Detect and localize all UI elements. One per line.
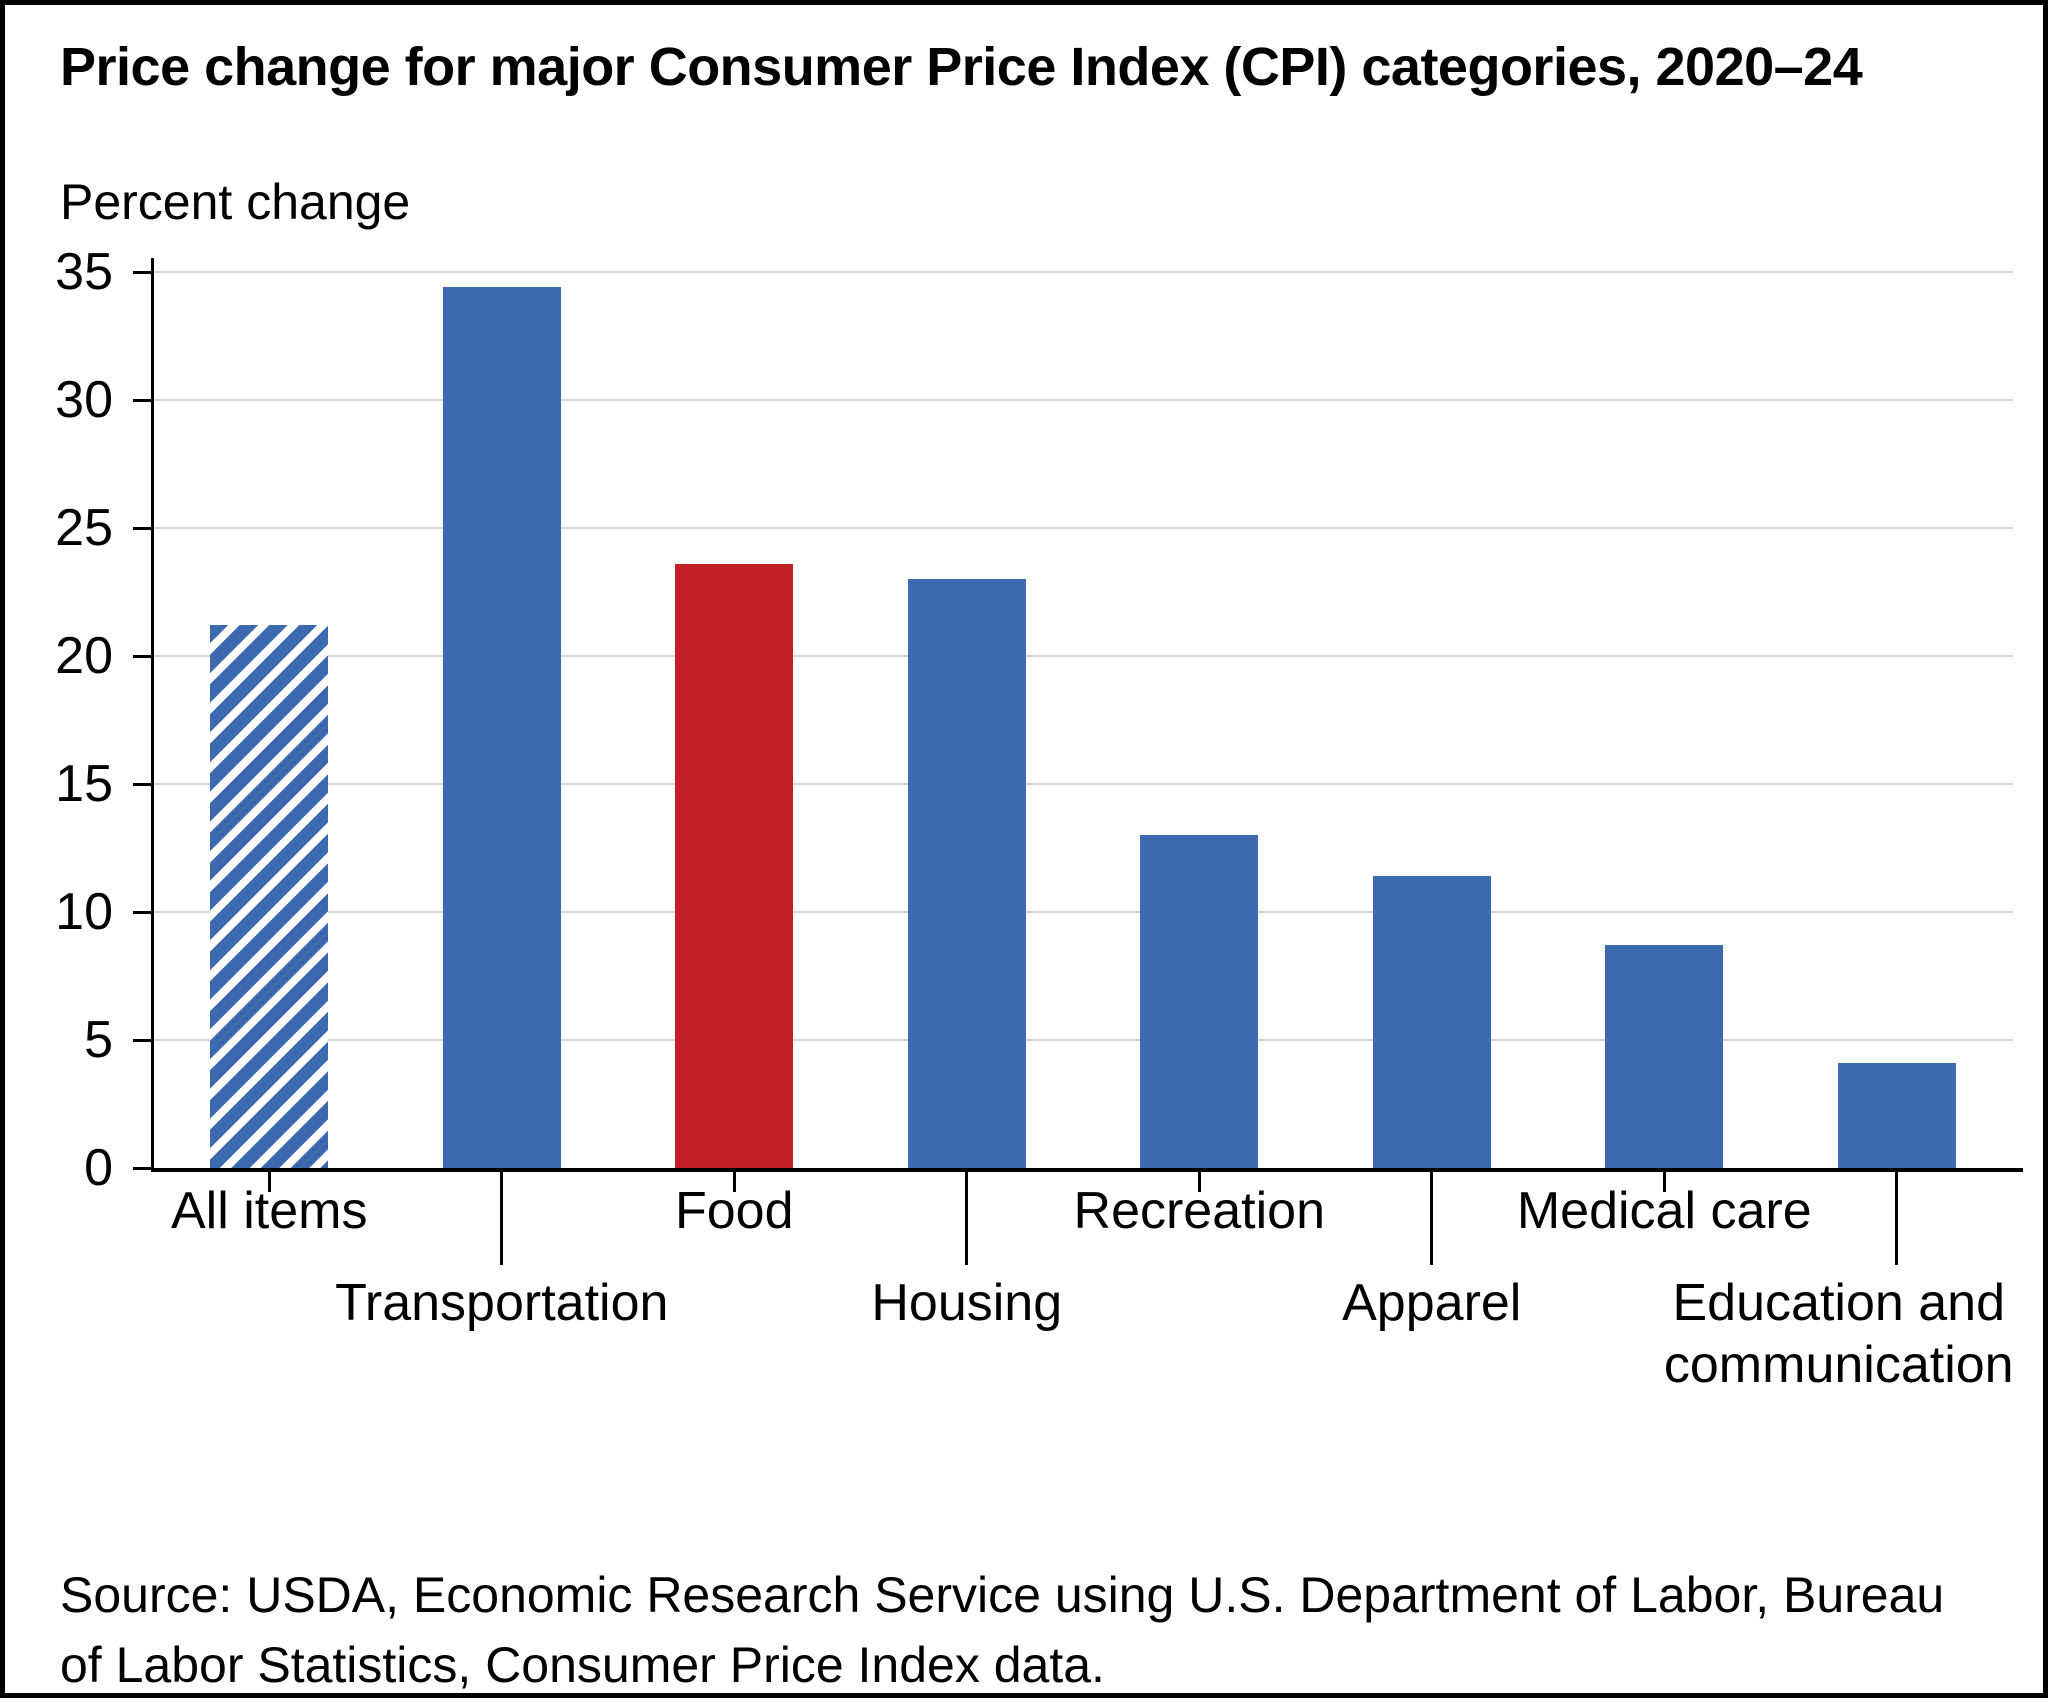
y-tick-20: [133, 655, 153, 658]
plot-area: 35 30 25 20 15 10 5 0 All items Transportation Foo…: [5, 5, 2048, 1703]
gridline-5: [153, 1039, 2013, 1041]
x-category-label: Apparel: [1342, 1274, 1522, 1332]
y-tick-10: [133, 911, 153, 914]
source-line: Source: USDA, Economic Research Service …: [60, 1567, 1945, 1623]
y-tick-label: 30: [55, 371, 113, 429]
bar-transportation: [442, 287, 561, 1168]
gridline-15: [153, 783, 2013, 785]
y-tick-30: [133, 399, 153, 402]
x-category-label: Education and communication: [1663, 1274, 2014, 1394]
bar-medical-care: [1605, 945, 1724, 1168]
gridline-20: [153, 655, 2013, 657]
chart-title: Price change for major Consumer Price In…: [60, 37, 1863, 97]
bar-all-items: [210, 625, 329, 1168]
y-tick-label: 5: [84, 1011, 113, 1069]
y-tick-label: 25: [55, 499, 113, 557]
source-note: Source: USDA, Economic Research Service …: [60, 1560, 1944, 1700]
y-tick-label: 20: [55, 627, 113, 685]
y-tick-35: [133, 271, 153, 274]
x-tick: [1197, 1172, 1201, 1192]
y-tick-label: 10: [55, 883, 113, 941]
x-category-label: Housing: [871, 1274, 1063, 1332]
y-tick-label: 0: [84, 1139, 113, 1197]
x-leader-line: [500, 1172, 504, 1265]
bar-housing: [907, 579, 1026, 1168]
x-leader-line: [1430, 1172, 1434, 1265]
x-leader-line: [1895, 1172, 1899, 1265]
y-tick-25: [133, 527, 153, 530]
y-tick-0: [133, 1167, 153, 1170]
source-line: of Labor Statistics, Consumer Price Inde…: [60, 1637, 1105, 1693]
bar-food: [675, 563, 794, 1168]
x-leader-line: [965, 1172, 969, 1265]
x-category-label: Medical care: [1516, 1182, 1812, 1240]
x-tick: [267, 1172, 271, 1192]
bar-education-and-communication: [1837, 1063, 1956, 1168]
gridline-10: [153, 911, 2013, 913]
y-tick-label: 15: [55, 755, 113, 813]
x-category-label: All items: [171, 1182, 368, 1240]
x-tick: [732, 1172, 736, 1192]
gridline-35: [153, 271, 2013, 273]
x-category-label: Food: [674, 1182, 794, 1240]
x-tick: [1662, 1172, 1666, 1192]
x-axis-line: [151, 1168, 2023, 1172]
gridline-30: [153, 399, 2013, 401]
x-category-label: Transportation: [335, 1274, 669, 1332]
y-tick-5: [133, 1039, 153, 1042]
bar-recreation: [1140, 835, 1259, 1168]
y-axis-title: Percent change: [60, 174, 411, 230]
bar-apparel: [1372, 876, 1491, 1168]
x-category-label: Recreation: [1073, 1182, 1325, 1240]
y-tick-label: 35: [55, 243, 113, 301]
gridline-25: [153, 527, 2013, 529]
y-tick-15: [133, 783, 153, 786]
y-axis-line: [151, 258, 154, 1168]
